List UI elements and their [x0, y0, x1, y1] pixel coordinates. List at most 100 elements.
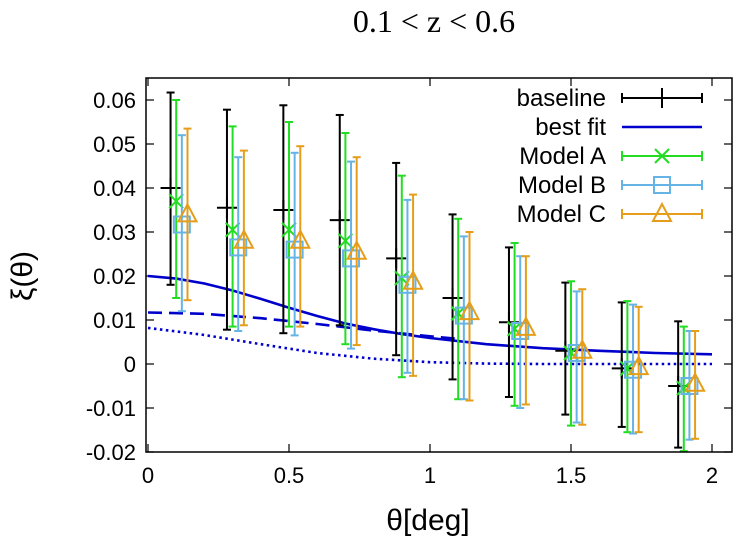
y-axis-title: ξ(θ): [6, 251, 39, 301]
data-point: [515, 315, 537, 336]
data-point: [386, 248, 407, 269]
data-point: [571, 338, 593, 359]
data-point: [624, 360, 643, 379]
marker-square: [454, 306, 473, 325]
error-bar: [290, 151, 299, 337]
error-bar: [510, 242, 519, 407]
error-bar: [234, 156, 243, 332]
data-point: [454, 306, 473, 325]
marker-triangle: [458, 299, 481, 321]
marker-triangle: [628, 354, 650, 376]
marker-square: [624, 360, 643, 379]
marker-triangle: [515, 315, 537, 336]
marker-square: [680, 377, 699, 395]
marker-square: [653, 176, 671, 194]
legend-entry-best-fit: best fit: [535, 114, 702, 141]
data-point: [346, 239, 368, 260]
y-tick-label: 0: [124, 352, 136, 377]
legend-entry-model-b: Model B: [518, 172, 703, 199]
data-point: [680, 377, 699, 395]
data-point: [273, 200, 294, 220]
data-point: [216, 197, 237, 218]
marker-triangle: [571, 338, 593, 359]
data-point: [628, 354, 650, 376]
legend-marker: [652, 88, 672, 108]
legend-marker: [654, 148, 670, 164]
chart-title: 0.1 < z < 0.6: [353, 3, 515, 39]
data-points: [160, 91, 706, 453]
legend-label: baseline: [517, 85, 606, 112]
marker-square: [567, 344, 586, 362]
x-tick-label: 0.5: [274, 463, 305, 488]
error-bar: [403, 198, 412, 374]
legend-entry-model-c: Model C: [517, 201, 703, 228]
y-tick-label: 0.05: [93, 132, 136, 157]
curve-dashed: [147, 311, 459, 341]
y-tick-label: 0.01: [93, 308, 136, 333]
marker-triangle: [176, 202, 199, 223]
y-tick-label: -0.02: [86, 440, 136, 465]
error-bar: [623, 300, 632, 434]
legend-marker: [653, 176, 671, 194]
marker-square: [398, 275, 417, 294]
x-tick-label: 1: [424, 463, 436, 488]
y-tick-label: 0.06: [93, 88, 136, 113]
data-point: [402, 269, 424, 290]
data-point: [289, 228, 311, 249]
data-point: [329, 210, 350, 231]
series-baseline: [160, 91, 689, 449]
x-tick-label: 1.5: [556, 463, 587, 488]
error-bar: [691, 330, 700, 440]
error-bar: [521, 255, 530, 406]
y-tick-label: 0.03: [93, 220, 136, 245]
x-tick-label: 2: [706, 463, 718, 488]
error-bar: [285, 121, 293, 328]
legend-marker: [651, 201, 673, 222]
data-point: [176, 202, 199, 223]
marker-triangle: [402, 269, 424, 290]
series-model-b: [172, 134, 699, 441]
curve-dotted: [147, 326, 712, 366]
error-bar: [347, 160, 356, 350]
marker-cross-b: [654, 148, 670, 164]
marker-triangle: [233, 228, 255, 249]
legend-label: Model C: [517, 201, 606, 228]
error-bar: [183, 127, 192, 302]
legend-entry-baseline: baseline: [517, 85, 703, 112]
data-point: [567, 344, 586, 362]
error-bar: [239, 149, 248, 327]
legend-label: best fit: [535, 114, 606, 141]
error-bar: [352, 156, 361, 347]
data-point: [398, 275, 417, 294]
legend-entry-model-a: Model A: [519, 143, 703, 170]
x-tick-label: 0: [142, 463, 154, 488]
data-point: [233, 228, 255, 249]
error-bar: [409, 193, 418, 377]
data-point: [442, 288, 463, 308]
error-bar: [459, 235, 468, 401]
series-model-c: [176, 127, 706, 440]
error-bar: [634, 305, 643, 434]
legend-label: Model A: [519, 143, 606, 170]
series-model-a: [168, 99, 692, 453]
error-bar: [228, 125, 237, 328]
data-point: [458, 299, 481, 321]
plot-frame: [145, 77, 733, 453]
x-axis-title: θ[deg]: [386, 504, 469, 537]
marker-triangle: [289, 228, 311, 249]
data-point: [684, 371, 706, 392]
y-tick-label: 0.04: [93, 176, 136, 201]
marker-triangle: [684, 371, 706, 392]
error-bar: [465, 231, 474, 402]
error-bar: [172, 99, 181, 299]
y-tick-label: 0.02: [93, 264, 136, 289]
axis-ticks: 0 0.5 1 1.5 2 0.06 0.05 0.04 0.03 0.02 0.01 0 -0.01 -…: [86, 78, 732, 488]
marker-triangle: [346, 239, 368, 260]
marker-square: [511, 322, 530, 340]
error-bar: [177, 134, 186, 313]
error-bar: [222, 108, 231, 331]
error-bar: [296, 145, 305, 328]
error-bar: [341, 132, 350, 346]
